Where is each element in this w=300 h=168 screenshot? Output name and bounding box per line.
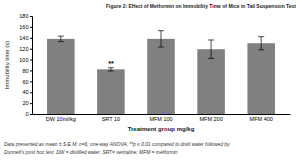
y-tick-label: 40 [22,89,28,95]
y-tick-label: 0 [25,111,28,117]
x-tick: MFM 100 [149,114,172,122]
y-tick-mark [30,60,32,61]
bar [147,39,175,114]
x-tick-label: MFM 100 [149,116,172,122]
error-stem [110,68,111,71]
y-tick: 80 [22,68,32,74]
x-axis-title: Treatment group mg/kg [128,126,195,132]
x-tick-label: DW 10ml/kg [46,116,76,122]
x-axis-line [33,114,291,115]
x-axis: DW 10ml/kg SRT 10 MFM 100 MFM 200 MFM 400 [33,114,291,122]
error-cap [258,49,264,50]
y-tick-label: 180 [19,13,28,19]
y-tick-label: 160 [19,24,28,30]
title: Figure 2: Effect of Metformin on Immobil… [106,3,296,9]
y-tick-mark [30,16,32,17]
annotation: ** [108,60,114,67]
caption: Data presented as mean ± S.E.M; n=6; one… [4,142,230,147]
error-cap [108,67,114,68]
error-cap [208,39,214,40]
y-axis-line [30,17,33,115]
y-tick-label: 60 [22,79,28,85]
y-tick: 180 [19,13,32,19]
error-stem [211,40,212,59]
y-tick: 100 [19,57,32,63]
y-tick-label: 80 [22,68,28,74]
y-tick-mark [30,103,32,104]
y-tick: 0 [25,111,32,117]
y-tick-mark [30,27,32,28]
y-tick: 120 [19,46,32,52]
y-tick: 160 [19,24,32,30]
bar [97,69,125,114]
y-tick-label: 120 [19,46,28,52]
y-tick-mark [30,81,32,82]
bar [247,43,275,114]
error-stem [261,37,262,50]
error-bar [208,40,214,59]
y-tick: 40 [22,89,32,95]
y-axis: 0 20 40 60 80 100 120 140 160 180 [19,13,32,117]
y-tick-label: 100 [19,57,28,63]
error-stem [60,36,61,41]
error-bar [58,36,64,41]
x-tick: DW 10ml/kg [46,114,76,122]
error-cap [58,36,64,37]
error-bar [258,37,264,50]
y-tick-mark [30,92,32,93]
y-axis-title: Immobility time (s) [4,41,10,90]
bar [47,39,75,114]
y-tick-label: 140 [19,35,28,41]
x-tick-label: SRT 10 [102,116,120,122]
error-cap [258,36,264,37]
error-cap [108,70,114,71]
y-tick-mark [30,114,32,115]
error-bar [108,68,114,71]
x-tick: MFM 200 [199,114,222,122]
y-tick-mark [30,38,32,39]
y-tick-mark [30,49,32,50]
y-tick: 20 [22,100,32,106]
x-tick: SRT 10 [102,114,120,122]
bar [197,49,225,114]
y-tick-mark [30,70,32,71]
x-tick-label: MFM 400 [250,116,273,122]
chart: Figure 2: Effect of Metformin on Immobil… [0,0,300,168]
x-tick: MFM 400 [250,114,273,122]
error-bar [158,31,164,47]
x-tick-label: MFM 200 [199,116,222,122]
plot-area [47,31,275,114]
y-tick: 140 [19,35,32,41]
error-cap [208,58,214,59]
error-stem [161,31,162,47]
error-cap [158,47,164,48]
y-tick: 60 [22,79,32,85]
error-cap [58,41,64,42]
y-tick-label: 20 [22,100,28,106]
caption: Dunnett's post hoc test. DW = distilled … [4,150,178,155]
error-cap [158,30,164,31]
